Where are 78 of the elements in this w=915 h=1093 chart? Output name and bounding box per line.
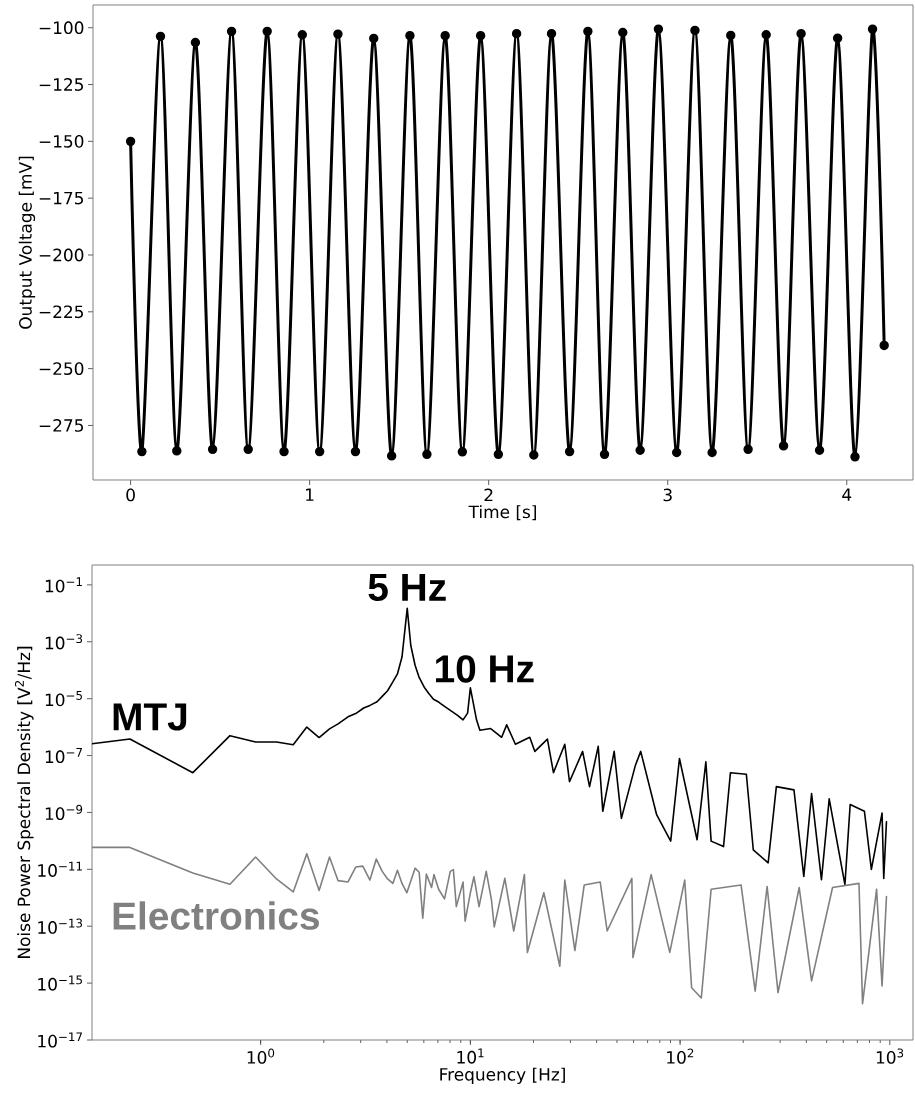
y-tick-label: 10$^{−7}$ [45, 747, 82, 764]
series-label: Electronics [113, 901, 319, 930]
point [297, 30, 307, 40]
y-tick-label: −200 [39, 248, 84, 262]
annotation: 5 Hz [368, 574, 446, 602]
point [653, 24, 664, 34]
x-tick-label: 10$^{2}$ [667, 1048, 694, 1064]
point [583, 26, 593, 37]
point [386, 451, 397, 461]
point [671, 447, 682, 458]
point [618, 27, 628, 38]
x-tick-label: 10$^{0}$ [247, 1048, 275, 1064]
y-tick-label: 10$^{−11}$ [38, 861, 82, 877]
x-tick-label: 10$^{3}$ [876, 1048, 904, 1064]
point [350, 446, 361, 457]
point [475, 30, 486, 41]
x-tick-label: 3 [663, 488, 672, 502]
point [726, 30, 736, 41]
y-tick-label: −125 [39, 78, 83, 91]
x-axis-title: Frequency [Hz] [440, 1067, 565, 1085]
x-tick-label: 1 [306, 488, 314, 501]
point [635, 445, 645, 455]
y-axis-title: Noise Power Spectral Density [V$^{2}$/Hz] [15, 646, 34, 958]
point [511, 28, 522, 39]
y-tick-label: 10$^{−5}$ [45, 691, 82, 707]
point [137, 446, 147, 457]
point [440, 30, 450, 41]
point [599, 449, 610, 460]
y-tick-label: −175 [39, 191, 83, 205]
point [814, 445, 825, 455]
point [743, 444, 753, 455]
point [422, 449, 432, 460]
y-tick-label: −250 [39, 362, 84, 376]
point [879, 340, 889, 351]
point [850, 452, 860, 462]
y-axis-title: Output Voltage [mV] [18, 156, 36, 329]
y-tick-label: 10$^{−15}$ [38, 975, 82, 991]
point [690, 25, 700, 36]
point [190, 37, 201, 48]
y-tick-label: 10$^{−3}$ [45, 634, 83, 650]
point [761, 30, 771, 40]
point [564, 446, 575, 457]
y-tick-label: −225 [39, 305, 83, 319]
y-tick-label: 10$^{−1}$ [45, 577, 82, 593]
x-tick-label: 2 [484, 488, 493, 502]
y-tick-label: −275 [39, 419, 83, 432]
point [155, 31, 166, 42]
point [314, 446, 325, 457]
point [546, 28, 557, 39]
x-tick-label: 10$^{1}$ [457, 1048, 484, 1064]
point [493, 449, 504, 460]
y-tick-label: 10$^{−9}$ [45, 804, 83, 821]
point [707, 447, 717, 458]
point [832, 33, 843, 43]
x-tick-label: 4 [842, 488, 852, 501]
point [796, 28, 806, 39]
x-axis-title: Time [s] [468, 505, 536, 521]
series-label: MTJ [113, 703, 187, 731]
point [207, 444, 218, 455]
point [333, 29, 343, 39]
annotation: 10 Hz [436, 655, 534, 683]
point [243, 444, 253, 455]
point [405, 30, 415, 41]
point [457, 447, 468, 457]
point [226, 26, 237, 37]
y-tick-label: 10$^{−13}$ [38, 918, 83, 934]
point [279, 446, 289, 457]
point [778, 441, 789, 451]
y-tick-label: 10$^{−17}$ [38, 1032, 82, 1048]
point [867, 24, 878, 34]
x-tick-label: 0 [126, 488, 135, 502]
point [125, 136, 136, 147]
point [262, 26, 272, 37]
point [172, 446, 182, 456]
y-tick-label: −150 [39, 134, 84, 148]
point [529, 450, 539, 460]
y-tick-label: −100 [39, 21, 84, 35]
point [369, 33, 379, 44]
